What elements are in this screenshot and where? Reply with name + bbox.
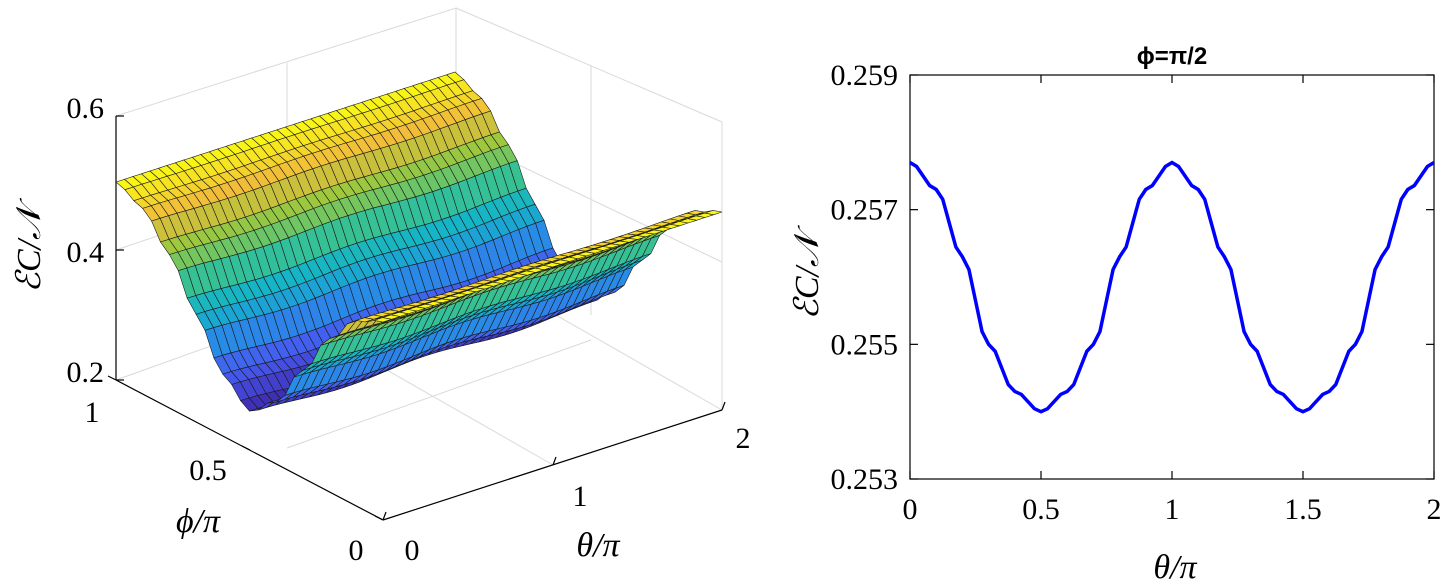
surface-chart: 0.6 0.4 0.2 1 0.5 0 0 1 2 ℰC/𝒩 ϕ/π θ/π: [11, 7, 751, 567]
y-tick-label: 0.255: [831, 328, 899, 361]
y-axis-label: ϕ/π: [176, 503, 221, 540]
surface-mesh: [115, 71, 723, 412]
y-tick-label: 0.257: [831, 194, 899, 227]
y-axis-label-2d: ℰC/𝒩: [789, 224, 826, 320]
z-tick-0.6: 0.6: [67, 92, 105, 125]
x-tick-label: 0.5: [1022, 493, 1060, 526]
y-tick-0.5: 0.5: [189, 454, 227, 487]
series-line: [909, 160, 1435, 414]
z-axis-label: ℰC/𝒩: [11, 197, 48, 293]
x-tick-2: 2: [736, 422, 751, 455]
y-tick-1: 1: [85, 396, 100, 429]
y-tick-label: 0.253: [831, 463, 899, 496]
x-tick-label: 1.5: [1284, 493, 1322, 526]
x-axis-label-2d: θ/π: [1153, 549, 1197, 586]
x-tick-0: 0: [405, 534, 420, 567]
y-tick-0: 0: [349, 534, 364, 567]
x-tick-label: 1: [1165, 493, 1180, 526]
x-tick-1: 1: [573, 480, 588, 513]
z-tick-0.4: 0.4: [67, 236, 105, 269]
z-tick-0.2: 0.2: [67, 356, 105, 389]
x-tick-label: 0: [903, 493, 918, 526]
tick-marks: [909, 74, 1435, 480]
x-axis-label: θ/π: [576, 527, 620, 564]
plot-frame: [909, 74, 1435, 480]
surface-face: [374, 317, 392, 323]
line-chart: ϕ=π/2 0 0.5 1 1.5 2 0.253 0.255 0.257 0.259 ℰC/𝒩…: [789, 43, 1442, 586]
chart-title: ϕ=π/2: [1137, 43, 1207, 70]
y-tick-label: 0.259: [831, 59, 899, 92]
x-tick-label: 2: [1427, 493, 1442, 526]
tick-labels: 0 0.5 1 1.5 2 0.253 0.255 0.257 0.259: [831, 59, 1442, 526]
